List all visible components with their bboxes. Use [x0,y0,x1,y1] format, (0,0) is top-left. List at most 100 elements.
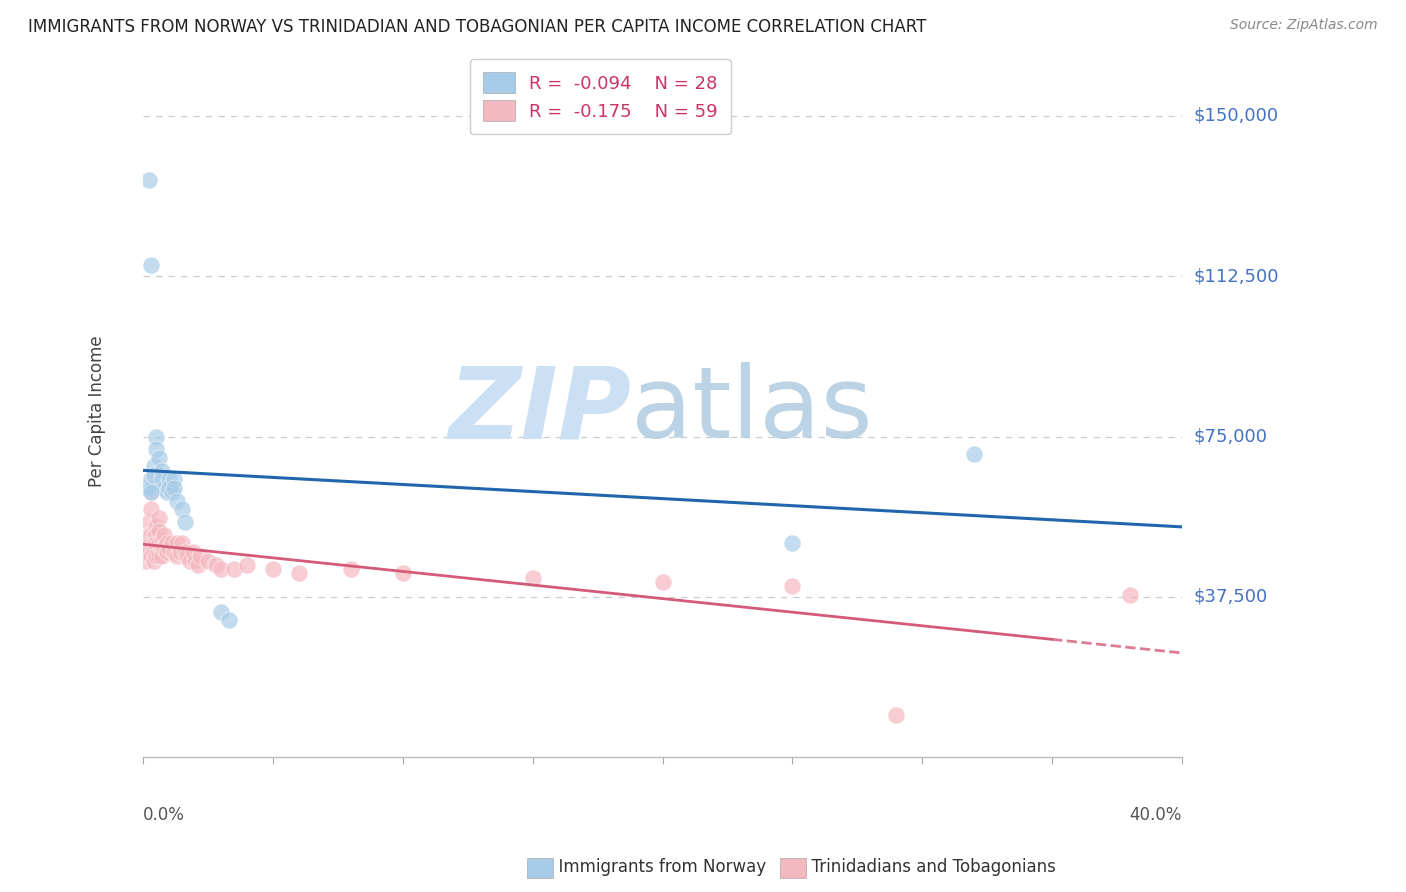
Text: $150,000: $150,000 [1194,107,1278,125]
Point [209,605,232,619]
Text: IMMIGRANTS FROM NORWAY VS TRINIDADIAN AND TOBAGONIAN PER CAPITA INCOME CORRELATI: IMMIGRANTS FROM NORWAY VS TRINIDADIAN AN… [28,18,927,36]
Point [179,553,201,567]
Point [139,481,162,495]
Point [163,545,186,559]
Point [163,481,186,495]
Text: $112,500: $112,500 [1194,267,1278,285]
Point [145,519,167,533]
Point [138,528,160,542]
Point [884,707,907,722]
Point [145,429,167,443]
Point [1119,588,1142,602]
Point [142,468,165,483]
Point [139,536,162,550]
Point [150,472,173,486]
Point [156,536,179,550]
Point [197,553,219,567]
Point [135,481,157,495]
Point [139,528,162,542]
Point [173,515,195,529]
Point [157,472,180,486]
Point [142,459,165,474]
Point [288,566,311,581]
Point [142,545,165,559]
Point [150,532,173,546]
Point [145,442,167,457]
Text: Trinidadians and Tobagonians: Trinidadians and Tobagonians [801,858,1056,876]
Point [142,528,165,542]
Legend: R =  -0.094    N = 28, R =  -0.175    N = 59: R = -0.094 N = 28, R = -0.175 N = 59 [470,60,731,134]
Point [262,562,284,576]
Point [172,536,194,550]
Point [138,173,160,187]
Point [153,528,176,542]
Point [148,511,170,525]
Point [145,549,167,564]
Point [138,515,160,529]
Point [651,574,673,589]
Point [150,541,173,555]
Point [392,566,415,581]
Point [148,524,170,538]
Point [522,571,544,585]
Point [224,562,246,576]
Point [150,464,173,478]
Text: atlas: atlas [631,362,873,459]
Point [173,545,195,559]
Point [156,485,179,500]
Point [153,541,176,555]
Point [135,545,157,559]
Point [138,536,160,550]
Point [157,541,180,555]
Text: $37,500: $37,500 [1194,588,1267,606]
Point [156,545,179,559]
Point [963,447,986,461]
Text: Immigrants from Norway: Immigrants from Norway [548,858,766,876]
Point [139,472,162,486]
Point [142,536,165,550]
Point [138,545,160,559]
Point [148,536,170,550]
Point [190,549,212,564]
Text: Source: ZipAtlas.com: Source: ZipAtlas.com [1230,18,1378,32]
Point [176,549,198,564]
Text: Per Capita Income: Per Capita Income [87,335,105,487]
Point [139,259,162,273]
Point [138,481,160,495]
Point [139,549,162,564]
Point [340,562,363,576]
Point [142,553,165,567]
Point [166,536,188,550]
Point [135,553,157,567]
Point [160,536,183,550]
Point [148,549,170,564]
Point [172,502,194,516]
Point [218,614,240,628]
Text: 0.0%: 0.0% [143,805,186,824]
Point [135,536,157,550]
Point [160,485,183,500]
Point [782,536,804,550]
Text: ZIP: ZIP [449,362,631,459]
Point [782,579,804,593]
Point [166,493,188,508]
Point [157,481,180,495]
Text: $75,000: $75,000 [1194,427,1267,445]
Point [205,558,228,572]
Point [153,481,176,495]
Point [145,536,167,550]
Point [209,562,232,576]
Point [169,545,191,559]
Point [139,485,162,500]
Point [139,502,162,516]
Text: 40.0%: 40.0% [1129,805,1182,824]
Point [236,558,259,572]
Point [148,450,170,465]
Point [163,472,186,486]
Point [181,545,204,559]
Point [166,549,188,564]
Point [139,485,162,500]
Point [150,549,173,564]
Point [145,528,167,542]
Point [184,553,207,567]
